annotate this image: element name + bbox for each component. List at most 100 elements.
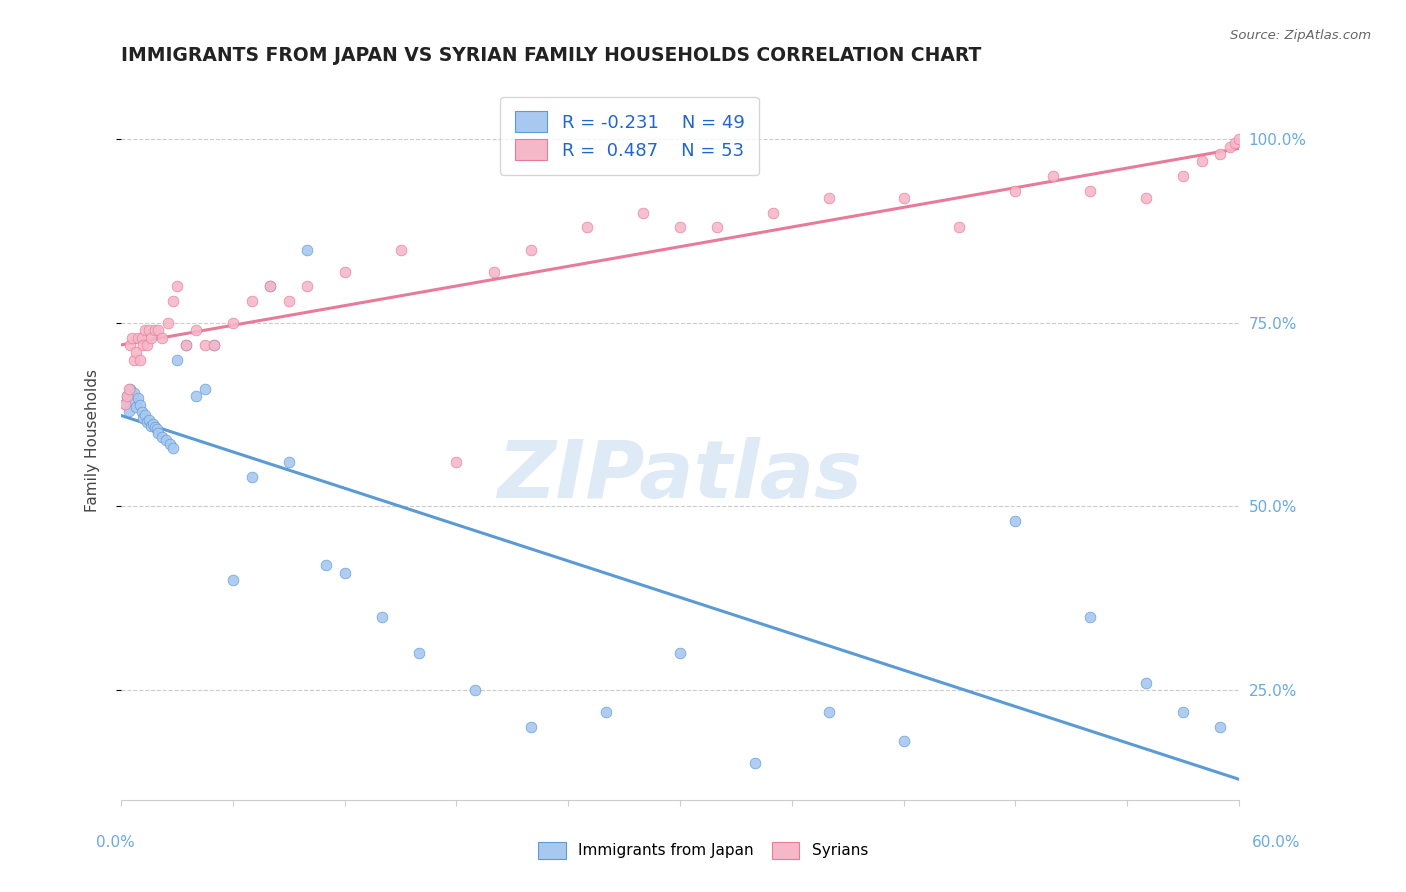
Point	[194, 382, 217, 396]
Point	[117, 404, 139, 418]
Point	[143, 323, 166, 337]
Point	[1042, 169, 1064, 183]
Point	[150, 430, 173, 444]
Point	[297, 243, 319, 257]
Point	[202, 338, 225, 352]
Point	[277, 293, 299, 308]
Point	[127, 391, 149, 405]
Point	[464, 683, 486, 698]
Point	[121, 392, 143, 407]
Point	[1227, 132, 1250, 146]
Point	[259, 279, 281, 293]
Point	[114, 397, 136, 411]
Point	[1225, 136, 1247, 150]
Legend: Immigrants from Japan, Syrians: Immigrants from Japan, Syrians	[531, 836, 875, 864]
Point	[1171, 169, 1194, 183]
Point	[128, 352, 150, 367]
Point	[150, 330, 173, 344]
Text: IMMIGRANTS FROM JAPAN VS SYRIAN FAMILY HOUSEHOLDS CORRELATION CHART: IMMIGRANTS FROM JAPAN VS SYRIAN FAMILY H…	[121, 46, 981, 65]
Point	[408, 646, 430, 660]
Point	[1209, 720, 1232, 734]
Point	[166, 279, 188, 293]
Point	[371, 609, 394, 624]
Point	[482, 264, 505, 278]
Point	[1078, 609, 1101, 624]
Point	[184, 323, 207, 337]
Point	[297, 279, 319, 293]
Point	[166, 352, 188, 367]
Point	[762, 206, 785, 220]
Point	[669, 220, 692, 235]
Point	[139, 330, 162, 344]
Point	[176, 338, 198, 352]
Point	[155, 434, 177, 448]
Point	[156, 316, 179, 330]
Point	[176, 338, 198, 352]
Point	[128, 398, 150, 412]
Point	[120, 338, 142, 352]
Point	[240, 293, 263, 308]
Point	[818, 705, 841, 719]
Point	[121, 330, 143, 344]
Point	[520, 243, 543, 257]
Point	[162, 441, 184, 455]
Point	[125, 401, 148, 415]
Point	[131, 405, 153, 419]
Point	[1004, 184, 1026, 198]
Point	[136, 338, 159, 352]
Point	[122, 352, 145, 367]
Point	[115, 389, 138, 403]
Point	[127, 330, 149, 344]
Point	[138, 413, 160, 427]
Point	[134, 408, 156, 422]
Point	[259, 279, 281, 293]
Point	[134, 323, 156, 337]
Point	[125, 345, 148, 359]
Text: 0.0%: 0.0%	[96, 836, 135, 850]
Point	[744, 756, 766, 771]
Point	[240, 470, 263, 484]
Point	[122, 385, 145, 400]
Point	[333, 566, 356, 580]
Point	[948, 220, 970, 235]
Point	[595, 705, 617, 719]
Point	[159, 437, 181, 451]
Legend: R = -0.231    N = 49, R =  0.487    N = 53: R = -0.231 N = 49, R = 0.487 N = 53	[501, 97, 759, 175]
Point	[132, 411, 155, 425]
Point	[132, 338, 155, 352]
Point	[131, 330, 153, 344]
Point	[222, 573, 245, 587]
Point	[115, 389, 138, 403]
Point	[1135, 191, 1157, 205]
Point	[818, 191, 841, 205]
Point	[277, 455, 299, 469]
Point	[1004, 514, 1026, 528]
Point	[202, 338, 225, 352]
Point	[120, 382, 142, 396]
Y-axis label: Family Households: Family Households	[86, 369, 100, 512]
Point	[145, 422, 167, 436]
Point	[1135, 675, 1157, 690]
Point	[669, 646, 692, 660]
Point	[389, 243, 412, 257]
Point	[1191, 154, 1213, 169]
Point	[143, 420, 166, 434]
Text: Source: ZipAtlas.com: Source: ZipAtlas.com	[1230, 29, 1371, 42]
Point	[1078, 184, 1101, 198]
Point	[520, 720, 543, 734]
Point	[184, 389, 207, 403]
Text: 60.0%: 60.0%	[1253, 836, 1301, 850]
Point	[893, 191, 915, 205]
Point	[893, 734, 915, 748]
Point	[222, 316, 245, 330]
Point	[333, 264, 356, 278]
Point	[162, 293, 184, 308]
Point	[136, 415, 159, 429]
Text: ZIPatlas: ZIPatlas	[498, 437, 862, 516]
Point	[575, 220, 598, 235]
Point	[1171, 705, 1194, 719]
Point	[1209, 147, 1232, 161]
Point	[315, 558, 337, 573]
Point	[706, 220, 728, 235]
Point	[446, 455, 468, 469]
